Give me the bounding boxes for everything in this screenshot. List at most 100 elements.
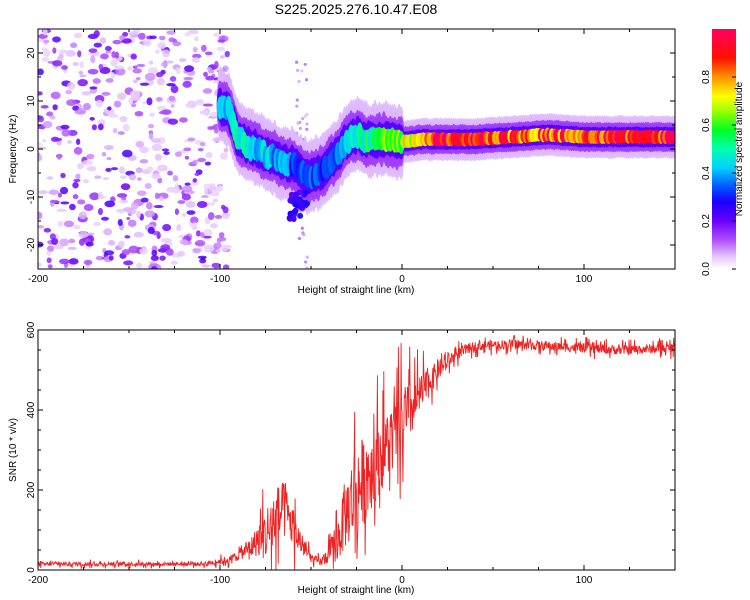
noise-speck	[178, 234, 185, 239]
noise-speck	[197, 147, 204, 152]
noise-speck	[77, 162, 84, 170]
noise-speck	[46, 245, 55, 253]
noise-speck	[86, 232, 95, 236]
noise-speck	[213, 32, 221, 38]
noise-speck	[295, 60, 299, 64]
noise-speck	[155, 97, 164, 102]
noise-speck	[97, 123, 104, 131]
noise-speck	[155, 264, 162, 269]
noise-speck	[104, 200, 116, 208]
noise-speck	[72, 181, 79, 189]
snr-x-tick-label: -100	[210, 575, 230, 586]
noise-speck	[177, 200, 186, 204]
noise-speck	[94, 175, 102, 179]
noise-speck	[174, 208, 180, 215]
noise-speck	[42, 138, 47, 143]
noise-speck	[301, 231, 305, 235]
noise-speck	[305, 127, 309, 131]
noise-speck	[194, 172, 200, 176]
snr-y-tick-label: 600	[26, 321, 37, 338]
noise-speck	[139, 82, 150, 86]
noise-speck	[202, 103, 214, 107]
noise-speck	[154, 153, 162, 161]
noise-speck	[304, 78, 309, 82]
noise-speck	[144, 183, 152, 190]
noise-speck	[59, 186, 69, 195]
noise-speck	[127, 219, 137, 227]
noise-speck	[136, 210, 141, 219]
noise-speck	[199, 232, 205, 238]
noise-speck	[77, 79, 88, 87]
colorbar-tick-label: 0.4	[701, 166, 712, 180]
noise-speck	[295, 98, 299, 102]
noise-speck	[117, 131, 125, 135]
noise-speck	[73, 224, 81, 230]
noise-speck	[121, 149, 133, 158]
noise-speck	[301, 117, 305, 121]
noise-speck	[59, 258, 70, 265]
noise-speck	[132, 68, 142, 74]
noise-speck	[112, 39, 122, 45]
colorbar-tick-label: 0.8	[701, 70, 712, 84]
noise-speck	[79, 74, 87, 78]
noise-speck	[166, 186, 176, 193]
noise-speck	[165, 248, 174, 256]
noise-speck	[194, 239, 206, 247]
noise-speck	[41, 47, 48, 51]
noise-speck	[219, 152, 228, 160]
noise-speck	[60, 124, 70, 130]
noise-speck	[119, 166, 125, 174]
noise-speck	[204, 51, 213, 56]
noise-speck	[155, 49, 160, 54]
spectrogram-y-tick-label: 10	[26, 95, 37, 107]
noise-speck	[149, 35, 157, 40]
noise-speck	[38, 115, 45, 123]
noise-speck	[305, 112, 309, 116]
noise-speck	[170, 85, 179, 94]
noise-speck	[121, 249, 131, 256]
noise-speck	[166, 30, 176, 35]
noise-speck	[57, 192, 63, 198]
noise-speck	[38, 241, 44, 248]
noise-speck	[93, 222, 101, 227]
noise-speck	[182, 80, 192, 88]
noise-speck	[170, 260, 178, 265]
noise-speck	[70, 42, 78, 49]
noise-speck	[119, 199, 129, 204]
snr-x-tick-label: -200	[28, 575, 48, 586]
noise-speck	[146, 97, 153, 106]
noise-speck	[65, 89, 72, 95]
noise-speck	[98, 63, 104, 71]
spectrogram-y-tick-label: -10	[26, 189, 37, 204]
noise-speck	[67, 246, 77, 251]
noise-speck	[38, 190, 48, 195]
noise-speck	[214, 60, 219, 69]
noise-speck	[82, 102, 91, 111]
noise-speck	[111, 51, 117, 58]
noise-speck	[124, 235, 131, 239]
spectrogram-y-tick-label: 0	[26, 146, 37, 152]
noise-speck	[92, 78, 101, 84]
noise-speck	[91, 124, 97, 131]
noise-speck	[192, 221, 198, 229]
noise-speck	[117, 208, 124, 213]
noise-speck	[107, 106, 112, 111]
noise-speck	[149, 112, 155, 117]
noise-speck	[83, 203, 94, 212]
spectrogram-ridge-cell	[291, 209, 298, 216]
noise-speck	[166, 60, 174, 64]
noise-speck	[207, 212, 215, 220]
noise-speck	[85, 241, 94, 247]
colorbar-label: Normalized spectral amplitude	[734, 81, 745, 216]
noise-speck	[52, 60, 63, 67]
noise-speck	[217, 39, 226, 43]
noise-speck	[151, 266, 158, 269]
spectrogram-ridge-cell	[292, 191, 299, 198]
noise-speck	[184, 182, 191, 186]
noise-speck	[98, 191, 103, 198]
noise-speck	[54, 137, 63, 142]
spectrogram-ridge-cell	[671, 130, 675, 144]
noise-speck	[184, 155, 190, 160]
noise-speck	[89, 192, 100, 201]
noise-speck	[111, 167, 119, 171]
